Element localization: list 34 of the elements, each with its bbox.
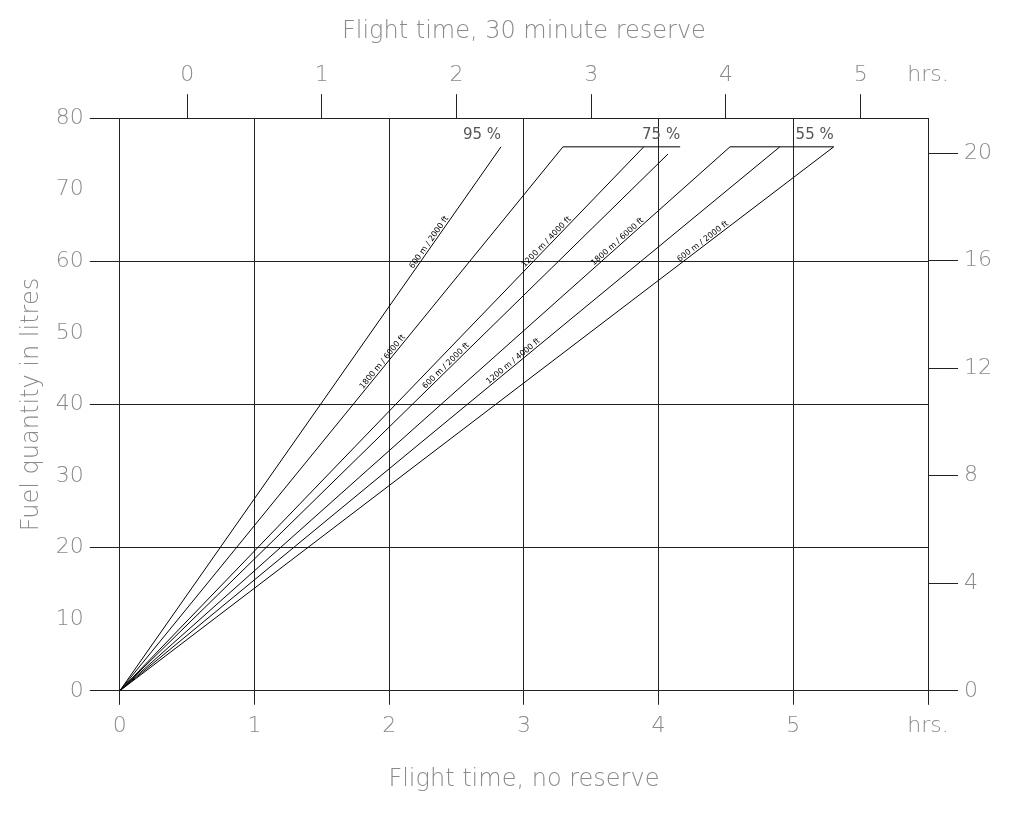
x2-tick-label: 2 — [449, 60, 464, 86]
y-tick-label: 10 — [55, 604, 84, 630]
x2-tick-label: 3 — [584, 60, 599, 86]
y-axis-title: Fuel quantity in litres — [15, 277, 44, 532]
x-tick-label: 2 — [382, 711, 397, 737]
y-tick-label: 70 — [55, 175, 84, 201]
x-tick-label: 4 — [651, 711, 666, 737]
x-tick-label: 5 — [786, 711, 801, 737]
x2-tick-label: 0 — [180, 60, 195, 86]
annotation: 95 % — [462, 125, 501, 144]
y2-tick-label: 20 — [964, 138, 993, 164]
x2-tick-label: 5 — [853, 60, 868, 86]
y-tick-label: 0 — [69, 676, 84, 702]
x-tick-label: 0 — [112, 711, 127, 737]
y-tick-label: 30 — [55, 461, 84, 487]
y-tick-label: 50 — [55, 318, 84, 344]
x2-tick-label: 4 — [718, 60, 733, 86]
y2-tick-label: 16 — [964, 246, 993, 272]
x2-tick-label: hrs. — [907, 60, 949, 86]
y-tick-label: 80 — [55, 103, 84, 129]
annotation: 55 % — [795, 125, 834, 144]
x-tick-label: hrs. — [907, 711, 949, 737]
y2-tick-label: 12 — [964, 353, 993, 379]
y2-tick-label: 4 — [964, 568, 979, 594]
y2-tick-label: 8 — [964, 461, 979, 487]
x-tick-label: 3 — [516, 711, 531, 737]
y-tick-label: 20 — [55, 533, 84, 559]
x-tick-label: 1 — [247, 711, 262, 737]
y-tick-label: 60 — [55, 247, 84, 273]
y-tick-label: 40 — [55, 390, 84, 416]
x2-axis-title: Flight time, 30 minute reserve — [341, 15, 706, 44]
x2-tick-label: 1 — [314, 60, 329, 86]
x-axis-title: Flight time, no reserve — [388, 763, 660, 792]
y2-tick-label: 0 — [964, 676, 979, 702]
